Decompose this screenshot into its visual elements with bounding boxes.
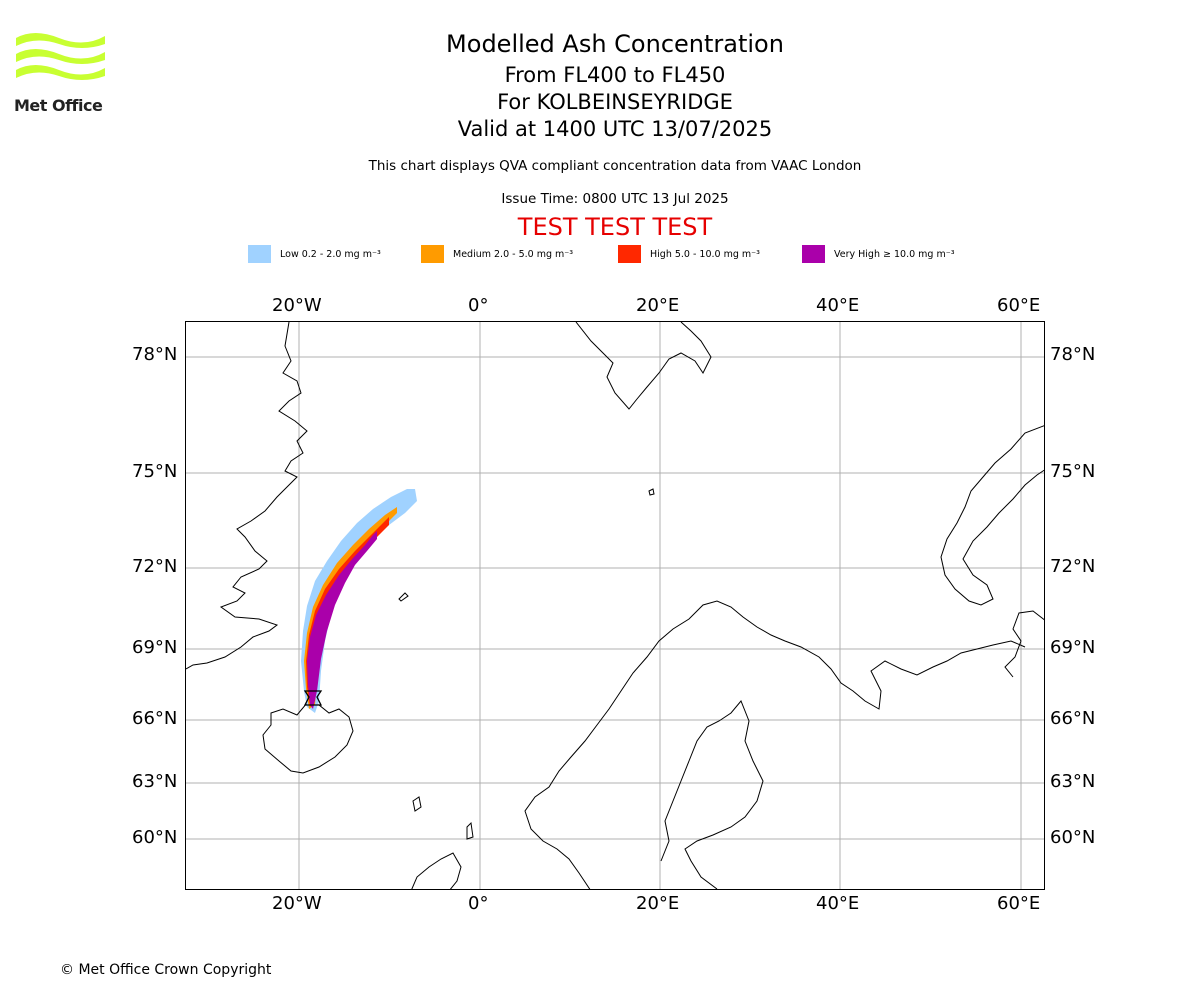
logo-text: Met Office bbox=[14, 96, 103, 115]
lat-tick-left-66n: 66°N bbox=[132, 708, 178, 729]
coast-jan-mayen bbox=[398, 592, 409, 602]
chart-title: Modelled Ash Concentration bbox=[446, 30, 784, 58]
lat-tick-right-60n: 60°N bbox=[1050, 827, 1096, 848]
ash-plume bbox=[301, 489, 417, 713]
lat-tick-right-72n: 72°N bbox=[1050, 556, 1096, 577]
coast-faroe bbox=[412, 796, 422, 812]
lat-tick-left-60n: 60°N bbox=[132, 827, 178, 848]
lon-tick-bottom-20w: 20°W bbox=[272, 893, 322, 914]
lon-tick-top-40e: 40°E bbox=[816, 295, 860, 316]
flight-levels: From FL400 to FL450 bbox=[504, 63, 726, 87]
coast-shetland bbox=[466, 821, 474, 840]
lat-tick-right-66n: 66°N bbox=[1050, 708, 1096, 729]
met-office-waves-icon bbox=[16, 33, 105, 80]
test-banner: TEST TEST TEST bbox=[517, 213, 713, 241]
coastlines bbox=[186, 322, 1044, 889]
coast-svalbard bbox=[575, 322, 712, 410]
map-canvas bbox=[186, 322, 1044, 889]
lat-tick-left-72n: 72°N bbox=[132, 556, 178, 577]
lon-tick-top-0: 0° bbox=[468, 295, 489, 316]
lat-tick-right-75n: 75°N bbox=[1050, 461, 1096, 482]
map-panel bbox=[185, 321, 1045, 890]
lat-tick-right-69n: 69°N bbox=[1050, 637, 1096, 658]
lon-tick-bottom-20e: 20°E bbox=[636, 893, 680, 914]
volcano-marker-icon bbox=[303, 690, 323, 706]
legend-swatch-low bbox=[248, 245, 271, 263]
volcano-name: For KOLBEINSEYRIDGE bbox=[497, 90, 733, 114]
coast-baltic bbox=[660, 700, 764, 889]
coast-novaya-zemlya bbox=[940, 425, 1044, 606]
lat-tick-right-78n: 78°N bbox=[1050, 344, 1096, 365]
legend-label-low: Low 0.2 - 2.0 mg m⁻³ bbox=[280, 248, 381, 260]
qva-note: This chart displays QVA compliant concen… bbox=[368, 158, 862, 174]
lat-tick-left-78n: 78°N bbox=[132, 344, 178, 365]
lon-tick-top-60e: 60°E bbox=[997, 295, 1041, 316]
legend-label-medium: Medium 2.0 - 5.0 mg m⁻³ bbox=[453, 248, 574, 260]
legend-swatch-high bbox=[618, 245, 641, 263]
coast-iceland bbox=[262, 702, 354, 774]
coast-greenland bbox=[186, 322, 308, 670]
lat-tick-left-69n: 69°N bbox=[132, 637, 178, 658]
met-office-logo: Met Office bbox=[14, 30, 109, 115]
coast-scotland bbox=[411, 852, 462, 889]
graticule bbox=[186, 322, 1044, 889]
lat-tick-left-63n: 63°N bbox=[132, 771, 178, 792]
legend-label-high: High 5.0 - 10.0 mg m⁻³ bbox=[650, 248, 760, 260]
lon-tick-top-20w: 20°W bbox=[272, 295, 322, 316]
lon-tick-bottom-40e: 40°E bbox=[816, 893, 860, 914]
lat-tick-right-63n: 63°N bbox=[1050, 771, 1096, 792]
coast-scandinavia bbox=[524, 600, 1026, 889]
legend-item-medium: Medium 2.0 - 5.0 mg m⁻³ bbox=[421, 244, 573, 264]
coast-kanin bbox=[1004, 610, 1044, 678]
legend-item-high: High 5.0 - 10.0 mg m⁻³ bbox=[618, 244, 760, 264]
valid-time: Valid at 1400 UTC 13/07/2025 bbox=[457, 117, 773, 141]
legend-swatch-very-high bbox=[802, 245, 825, 263]
issue-time: Issue Time: 0800 UTC 13 Jul 2025 bbox=[501, 191, 729, 207]
lon-tick-bottom-60e: 60°E bbox=[997, 893, 1041, 914]
copyright: © Met Office Crown Copyright bbox=[60, 962, 272, 978]
coast-bjornoya bbox=[648, 488, 655, 496]
lat-tick-left-75n: 75°N bbox=[132, 461, 178, 482]
lon-tick-bottom-0: 0° bbox=[468, 893, 489, 914]
legend-item-very-high: Very High ≥ 10.0 mg m⁻³ bbox=[802, 244, 955, 264]
lon-tick-top-20e: 20°E bbox=[636, 295, 680, 316]
legend-label-very-high: Very High ≥ 10.0 mg m⁻³ bbox=[834, 248, 955, 260]
legend-item-low: Low 0.2 - 2.0 mg m⁻³ bbox=[248, 244, 381, 264]
legend-swatch-medium bbox=[421, 245, 444, 263]
